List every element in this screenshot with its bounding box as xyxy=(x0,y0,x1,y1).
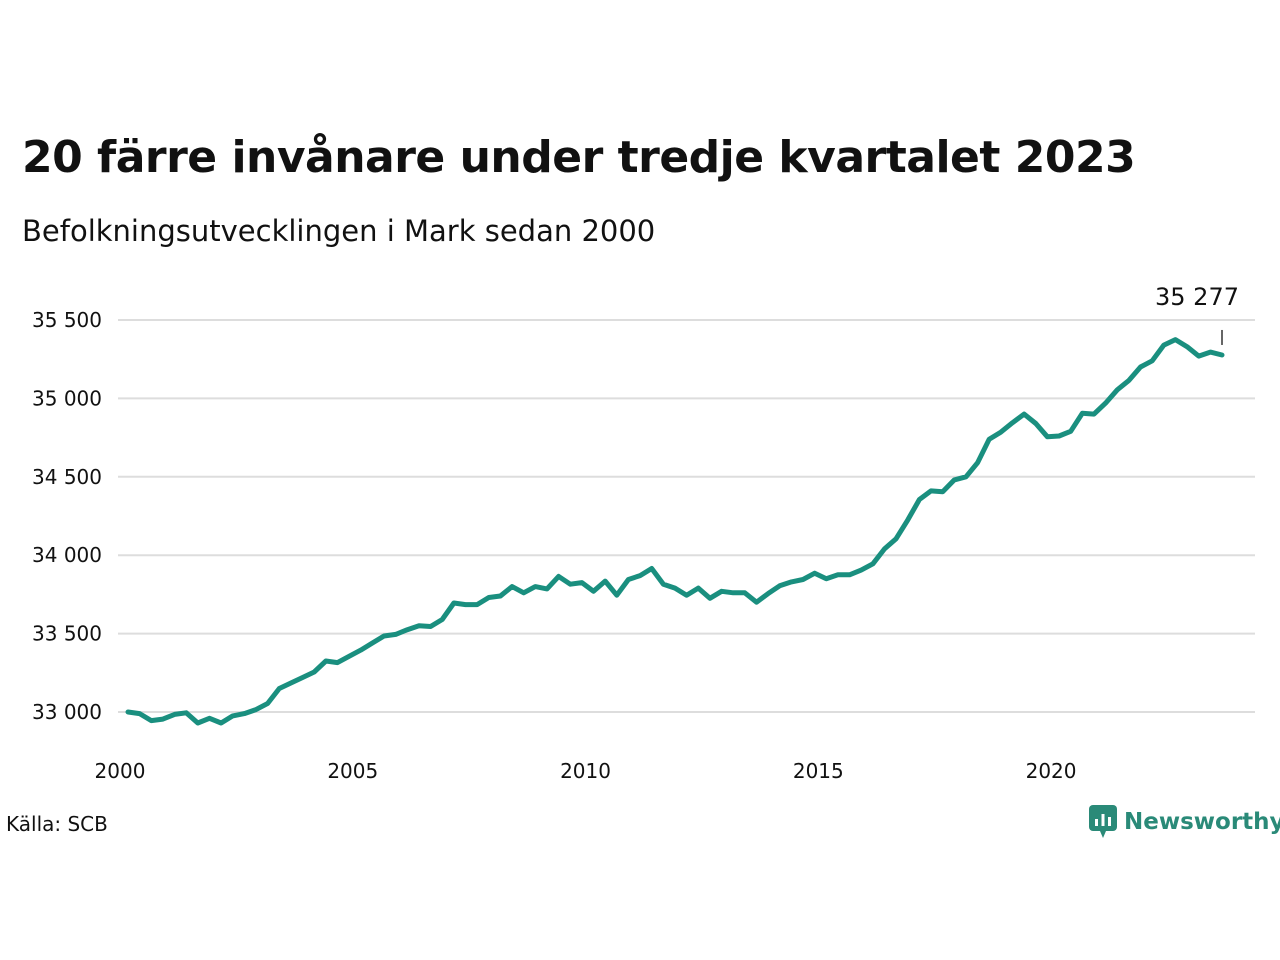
chart-title: 20 färre invånare under tredje kvartalet… xyxy=(22,132,1136,183)
y-tick-label: 35 500 xyxy=(32,308,102,332)
x-tick-label: 2015 xyxy=(793,759,844,783)
y-tick-label: 33 000 xyxy=(32,700,102,724)
newsworthy-logo-icon xyxy=(1089,805,1117,838)
brand-logo[interactable]: Newsworthy xyxy=(1088,804,1280,840)
brand-name: Newsworthy xyxy=(1124,809,1280,835)
y-tick-label: 34 000 xyxy=(32,543,102,567)
series-line xyxy=(125,337,1225,726)
x-axis-ticks: 2000 2005 2010 2015 2020 xyxy=(95,759,1077,783)
grid-lines xyxy=(118,319,1255,713)
source-note: Källa: SCB xyxy=(6,812,108,836)
x-tick-label: 2020 xyxy=(1026,759,1077,783)
annotation-label: 35 277 xyxy=(1155,283,1239,311)
y-tick-label: 35 000 xyxy=(32,386,102,410)
line-chart: 33 000 33 500 34 000 34 500 35 000 35 500 200… xyxy=(32,283,1255,783)
chart-subtitle: Befolkningsutvecklingen i Mark sedan 200… xyxy=(22,214,656,248)
x-tick-label: 2010 xyxy=(560,759,611,783)
y-tick-label: 34 500 xyxy=(32,465,102,489)
x-tick-label: 2000 xyxy=(95,759,146,783)
y-axis-ticks: 33 000 33 500 34 000 34 500 35 000 35 500 xyxy=(32,308,102,724)
x-tick-label: 2005 xyxy=(327,759,378,783)
y-tick-label: 33 500 xyxy=(32,622,102,646)
